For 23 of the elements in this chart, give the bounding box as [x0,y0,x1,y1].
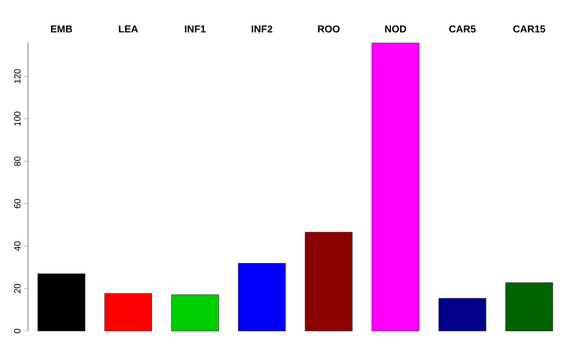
x-tick-label: LEA [118,26,138,32]
y-tick-label: 0 [14,328,20,334]
bar [304,232,353,332]
x-tick-label: INF2 [252,25,272,32]
x-tick-label: ROO [318,25,340,32]
bar [505,282,554,332]
bar [238,263,286,332]
y-tick-label: 120 [14,69,20,84]
bar [104,293,152,332]
bar [38,273,86,332]
x-tick-label: EMB [51,26,72,32]
y-tick-label: 20 [14,284,20,294]
y-tick-label: 60 [14,199,20,208]
bar [438,298,486,332]
x-tick-label: CAR15 [513,25,546,32]
x-tick-label: INF1 [184,26,206,32]
y-tick-label: 40 [14,241,20,251]
bar [171,294,219,332]
bar [372,42,420,332]
y-tick-label: 100 [14,112,20,126]
y-tick-label: 80 [14,156,20,166]
x-tick-label: CAR5 [449,25,476,32]
x-tick-label: NOD [385,25,406,32]
